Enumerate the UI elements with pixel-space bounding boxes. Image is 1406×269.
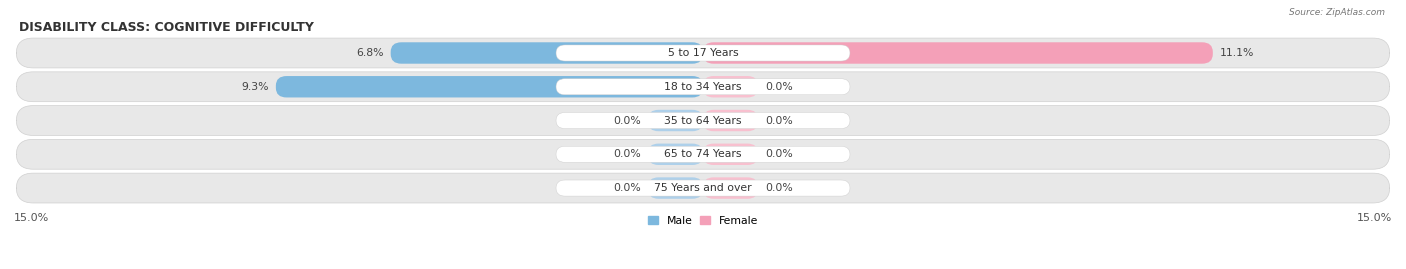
FancyBboxPatch shape [555,45,851,61]
Text: 6.8%: 6.8% [356,48,384,58]
Text: 15.0%: 15.0% [1357,213,1392,223]
Text: 9.3%: 9.3% [242,82,269,92]
FancyBboxPatch shape [703,110,758,131]
FancyBboxPatch shape [391,42,703,64]
FancyBboxPatch shape [17,139,1389,169]
Text: DISABILITY CLASS: COGNITIVE DIFFICULTY: DISABILITY CLASS: COGNITIVE DIFFICULTY [18,21,314,34]
Text: 35 to 64 Years: 35 to 64 Years [664,115,742,126]
FancyBboxPatch shape [703,144,758,165]
FancyBboxPatch shape [17,38,1389,68]
FancyBboxPatch shape [555,146,851,162]
FancyBboxPatch shape [555,112,851,129]
Text: 0.0%: 0.0% [613,115,641,126]
Text: 15.0%: 15.0% [14,213,49,223]
FancyBboxPatch shape [648,144,703,165]
Text: 0.0%: 0.0% [765,82,793,92]
FancyBboxPatch shape [17,173,1389,203]
Text: 65 to 74 Years: 65 to 74 Years [664,149,742,159]
Legend: Male, Female: Male, Female [644,211,762,230]
FancyBboxPatch shape [703,42,1213,64]
Text: 18 to 34 Years: 18 to 34 Years [664,82,742,92]
Text: 0.0%: 0.0% [765,149,793,159]
Text: Source: ZipAtlas.com: Source: ZipAtlas.com [1289,8,1385,17]
FancyBboxPatch shape [276,76,703,97]
Text: 5 to 17 Years: 5 to 17 Years [668,48,738,58]
Text: 11.1%: 11.1% [1219,48,1254,58]
FancyBboxPatch shape [648,177,703,199]
Text: 75 Years and over: 75 Years and over [654,183,752,193]
Text: 0.0%: 0.0% [765,183,793,193]
FancyBboxPatch shape [555,180,851,196]
Text: 0.0%: 0.0% [765,115,793,126]
FancyBboxPatch shape [703,177,758,199]
Text: 0.0%: 0.0% [613,183,641,193]
FancyBboxPatch shape [17,106,1389,135]
FancyBboxPatch shape [555,79,851,95]
FancyBboxPatch shape [648,110,703,131]
Text: 0.0%: 0.0% [613,149,641,159]
FancyBboxPatch shape [703,76,758,97]
FancyBboxPatch shape [17,72,1389,102]
